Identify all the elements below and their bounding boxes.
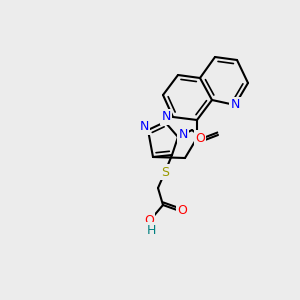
Text: O: O <box>144 214 154 226</box>
Text: N: N <box>139 121 149 134</box>
Text: N: N <box>161 110 171 124</box>
Text: N: N <box>178 128 188 142</box>
Text: O: O <box>177 203 187 217</box>
Text: N: N <box>230 98 240 112</box>
Text: O: O <box>195 131 205 145</box>
Text: H: H <box>146 224 156 236</box>
Text: S: S <box>161 166 169 178</box>
